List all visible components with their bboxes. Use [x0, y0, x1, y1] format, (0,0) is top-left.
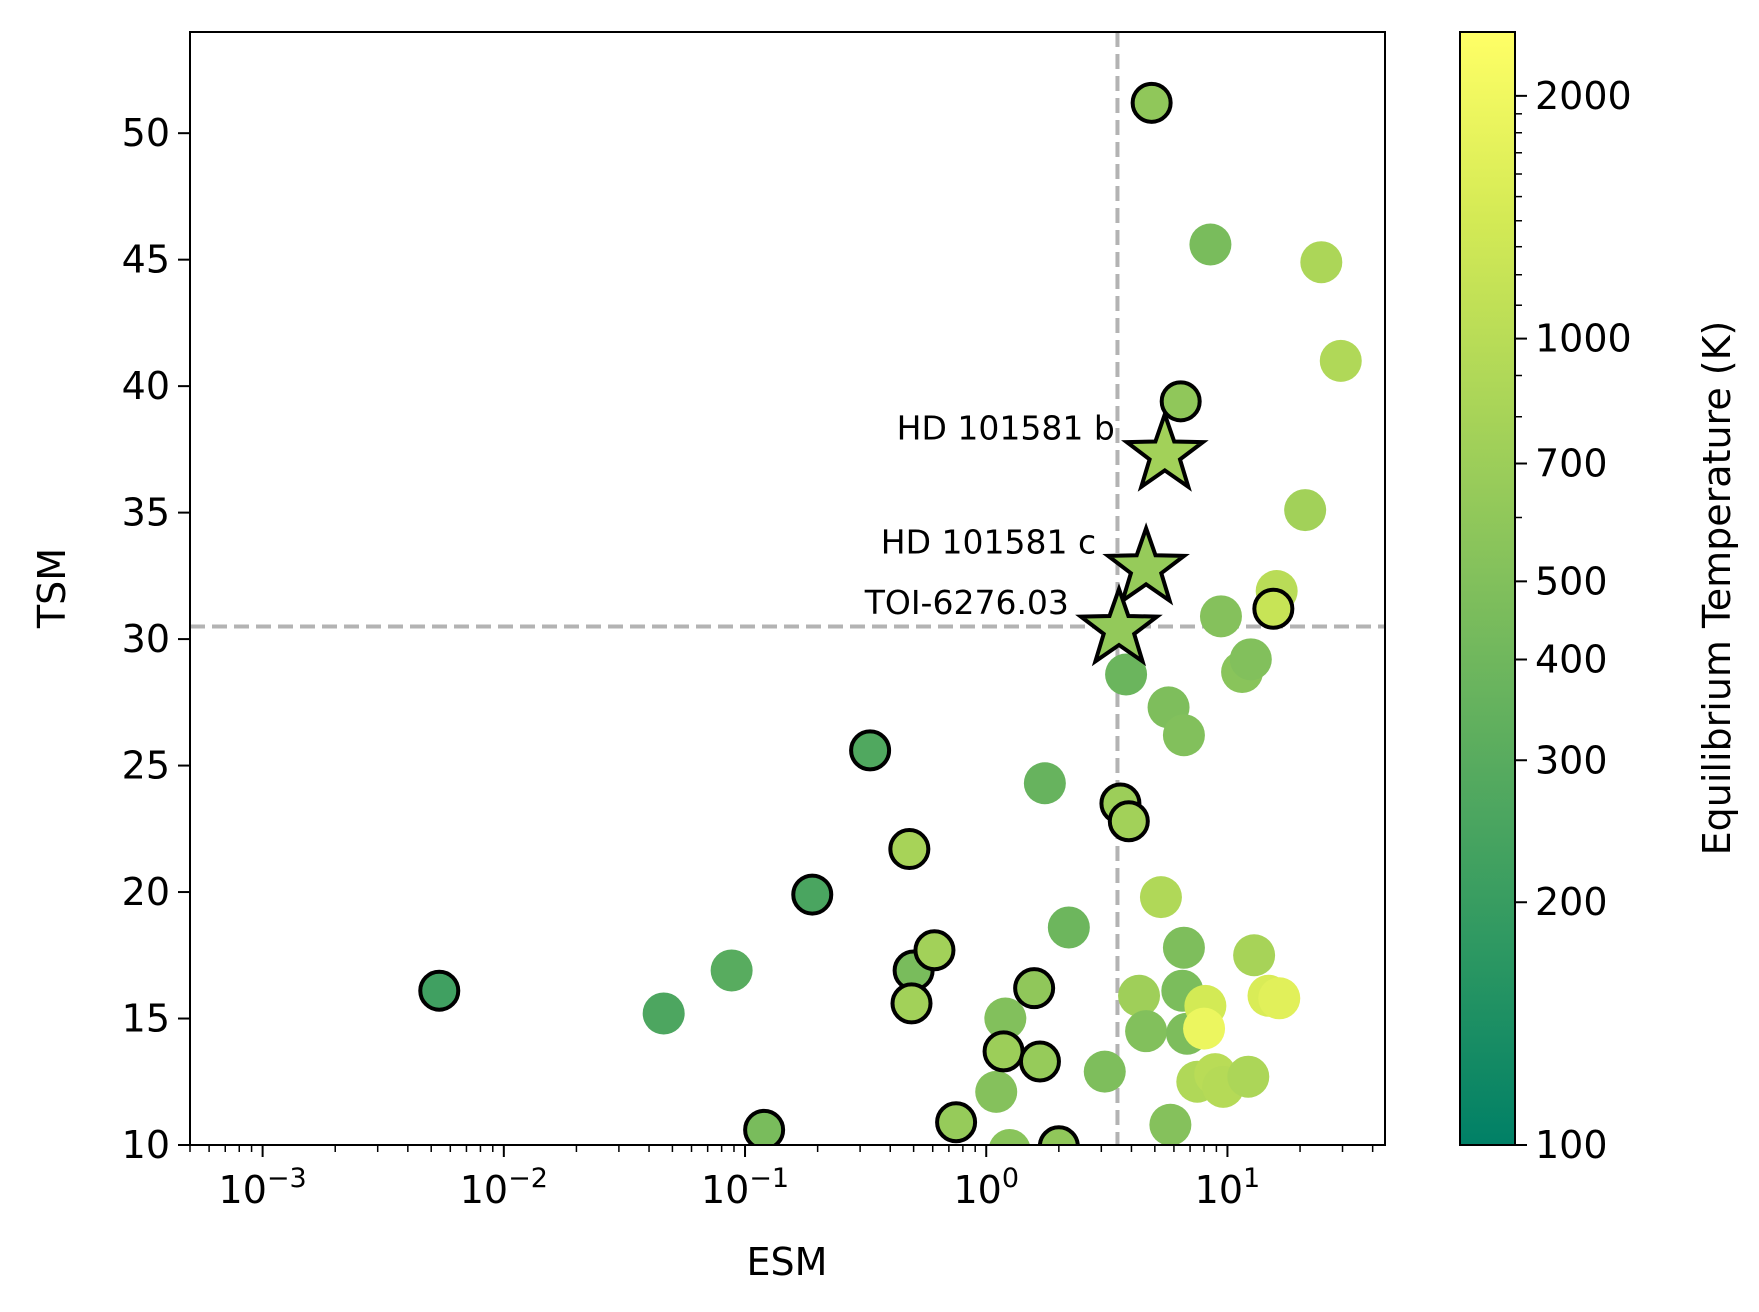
outlined-data-point [1252, 587, 1295, 630]
data-point [1162, 926, 1205, 969]
outlined-data-point [418, 969, 461, 1012]
data-point [1284, 489, 1327, 532]
y-axis: 10 15 20 25 30 35 40 45 50 [122, 111, 190, 1167]
data-point [1083, 1050, 1126, 1093]
data-point [984, 997, 1027, 1040]
data-point [989, 1129, 1030, 1145]
x-tick-label: 101 [1195, 1163, 1261, 1212]
colorbar-tick-label: 2000 [1535, 74, 1632, 118]
star-annotations: HD 101581 b HD 101581 c TOI-6276.03 [864, 408, 1115, 622]
data-point [1125, 1010, 1168, 1053]
plain-points [642, 223, 1362, 1145]
y-tick-label: 10 [122, 1123, 170, 1167]
colorbar-gradient [1459, 31, 1516, 1146]
data-point [1300, 241, 1343, 284]
data-point [1319, 339, 1362, 382]
outlined-data-point [913, 929, 956, 972]
outlined-data-point [1159, 380, 1202, 423]
data-point [1139, 876, 1182, 919]
y-tick-label: 35 [122, 491, 170, 535]
y-tick-label: 20 [122, 870, 170, 914]
data-point [1227, 1055, 1270, 1098]
colorbar-tick-label: 700 [1535, 442, 1608, 486]
plot-frame [189, 31, 1386, 1146]
data-point [1149, 1103, 1192, 1145]
data-point [1023, 762, 1066, 805]
star-markers [1075, 408, 1209, 667]
x-tick-label: 10−1 [701, 1163, 789, 1212]
data-point [1229, 638, 1272, 681]
colorbar-tick-label: 300 [1535, 738, 1608, 782]
outlined-data-point [849, 729, 892, 772]
planet-star-marker [1075, 582, 1163, 667]
data-point [1105, 653, 1148, 696]
colorbar-tick-label: 200 [1535, 880, 1608, 924]
data-point [1258, 977, 1301, 1020]
outlined-data-point [888, 828, 931, 871]
data-point [710, 949, 753, 992]
x-tick-label: 100 [953, 1163, 1019, 1212]
colorbar-tick-label: 100 [1535, 1123, 1608, 1167]
star-label: TOI-6276.03 [864, 583, 1069, 622]
outlined-data-point [743, 1108, 786, 1145]
data-point [1162, 714, 1205, 757]
data-point [1189, 223, 1232, 266]
data-point [1183, 1007, 1226, 1050]
y-tick-label: 15 [122, 997, 170, 1041]
outlined-data-point [1107, 800, 1150, 843]
outlined-data-point [935, 1101, 978, 1144]
planet-star-marker [1121, 408, 1209, 492]
y-tick-label: 25 [122, 744, 170, 788]
colorbar: 100 200 300 400 500 700 1000 2000 [1459, 31, 1632, 1167]
x-tick-label: 10−2 [460, 1163, 548, 1212]
outlined-data-point [1018, 1040, 1061, 1083]
colorbar-tick-label: 500 [1535, 559, 1608, 603]
outlined-data-point [890, 982, 933, 1025]
data-point [1233, 934, 1276, 977]
outlined-points [418, 81, 1295, 1145]
data-point [1047, 906, 1090, 949]
y-tick-label: 45 [122, 238, 170, 282]
data-point [642, 992, 685, 1035]
outlined-data-point [1037, 1125, 1080, 1145]
colorbar-tick-label: 1000 [1535, 317, 1632, 361]
data-point [1199, 595, 1242, 638]
outlined-data-point [1130, 81, 1173, 124]
x-tick-label: 10−3 [219, 1163, 307, 1212]
outlined-data-point [791, 873, 834, 916]
y-tick-label: 50 [122, 111, 170, 155]
planet-star-marker [1102, 522, 1190, 606]
data-point [1118, 974, 1161, 1017]
x-axis: 10−3 10−2 10−1 100 101 [189, 1145, 1374, 1212]
y-axis-label: TSM [30, 548, 74, 629]
y-tick-label: 40 [122, 364, 170, 408]
outlined-data-point [982, 1030, 1025, 1073]
colorbar-tick-label: 400 [1535, 637, 1608, 681]
data-point [975, 1070, 1018, 1113]
outlined-data-point [1013, 967, 1056, 1010]
plot-background [190, 32, 1385, 1145]
y-tick-label: 30 [122, 617, 170, 661]
star-label: HD 101581 c [881, 522, 1096, 561]
colorbar-label: Equilibrium Temperature (K) [1695, 321, 1739, 856]
x-axis-label: ESM [747, 1240, 828, 1284]
star-label: HD 101581 b [897, 408, 1115, 447]
